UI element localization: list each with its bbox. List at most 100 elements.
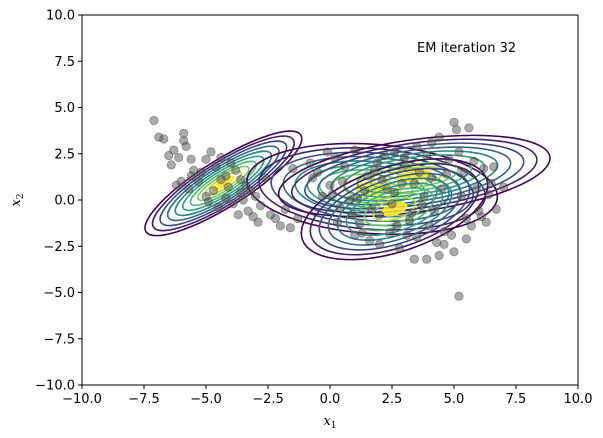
data-point [325, 180, 335, 190]
y-tick-label: 0.0 [54, 194, 75, 209]
annotation-text: EM iteration 32 [417, 41, 516, 56]
data-point [389, 188, 400, 198]
x-tick-label: −7.5 [128, 392, 160, 407]
data-point [397, 178, 407, 188]
data-point [196, 167, 206, 177]
data-point [243, 206, 253, 216]
data-point [484, 189, 494, 200]
data-point [166, 160, 176, 170]
data-point [449, 247, 459, 257]
data-point [312, 167, 323, 177]
data-point [432, 237, 442, 248]
data-point [389, 147, 400, 157]
data-point [288, 163, 298, 174]
data-point [419, 191, 429, 201]
data-point [308, 173, 318, 183]
data-point [211, 162, 221, 172]
data-point [427, 173, 437, 183]
data-point [169, 145, 179, 155]
data-point [427, 138, 437, 148]
data-point [260, 173, 271, 183]
data-point [434, 250, 444, 261]
data-point [186, 171, 196, 181]
data-point [223, 182, 233, 192]
data-point [466, 221, 476, 231]
y-axis-label: x2 [9, 193, 26, 206]
data-point [275, 221, 285, 231]
data-point [213, 202, 223, 212]
data-point [176, 176, 186, 187]
data-point [159, 134, 169, 144]
contour-level [336, 177, 453, 241]
data-point [459, 167, 469, 177]
contour-level [182, 155, 265, 212]
data-point [461, 213, 471, 224]
data-point [350, 230, 360, 240]
data-point [360, 186, 370, 196]
y-tick-label: 2.5 [54, 147, 75, 162]
data-point [387, 199, 397, 209]
data-point [422, 254, 432, 264]
data-point [280, 204, 290, 214]
data-point [456, 191, 467, 201]
data-point [206, 147, 216, 157]
y-tick-label: −5.0 [43, 286, 75, 301]
y-tick-label: 5.0 [54, 101, 75, 116]
data-point [193, 176, 204, 187]
data-point [412, 141, 422, 151]
data-point [270, 213, 281, 224]
data-point [451, 125, 462, 135]
data-point [377, 175, 387, 185]
data-point [355, 219, 365, 229]
y-tick-label: 7.5 [54, 55, 75, 70]
x-tick-label: 0.0 [320, 392, 341, 407]
data-point [233, 210, 243, 220]
data-point [439, 226, 449, 237]
data-point [253, 217, 263, 227]
data-point [436, 184, 447, 194]
y-tick-label: −7.5 [43, 332, 75, 347]
data-point [216, 175, 226, 185]
data-point [208, 186, 219, 196]
data-point [164, 151, 174, 161]
data-point [422, 151, 432, 161]
x-axis-label: x1 [323, 414, 336, 431]
data-point [305, 158, 315, 168]
data-point [347, 210, 357, 220]
data-point [454, 147, 464, 157]
data-point [414, 167, 424, 177]
data-point [479, 163, 489, 174]
data-point [382, 184, 392, 194]
data-point [374, 210, 385, 220]
x-tick-label: 5.0 [444, 392, 465, 407]
x-tick-label: 7.5 [506, 392, 527, 407]
contour-level [246, 142, 499, 236]
contour-level [189, 160, 258, 207]
data-point [399, 152, 409, 163]
data-point [231, 165, 241, 175]
data-point [444, 154, 454, 164]
data-point [357, 228, 367, 238]
data-point [434, 132, 444, 142]
data-point [372, 158, 382, 168]
data-point [216, 152, 226, 163]
data-point [454, 291, 464, 301]
data-point [236, 175, 246, 185]
data-point [424, 221, 434, 231]
data-point [412, 232, 422, 242]
data-point [255, 200, 266, 211]
x-tick-label: −2.5 [252, 392, 284, 407]
data-point [407, 208, 417, 218]
x-tick-label: −5.0 [190, 392, 222, 407]
data-point [469, 156, 479, 166]
data-point [203, 197, 214, 207]
data-point [441, 169, 452, 179]
data-point [330, 152, 340, 163]
data-point [379, 151, 390, 161]
data-point [251, 191, 261, 201]
data-point [409, 178, 419, 188]
data-point [446, 230, 457, 240]
data-point [201, 154, 211, 164]
data-point [184, 184, 194, 194]
data-point [327, 189, 338, 200]
